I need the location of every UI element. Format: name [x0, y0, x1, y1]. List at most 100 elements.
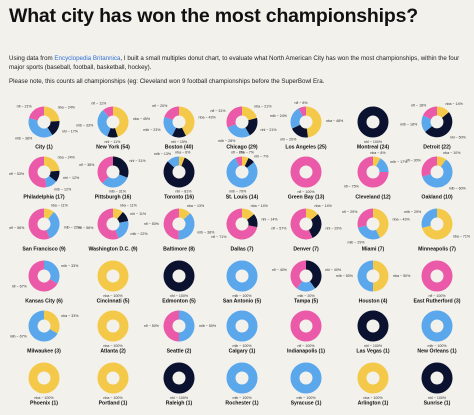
city-label: Cleveland (12) [355, 195, 390, 201]
donut-segment-nfl [421, 260, 453, 292]
donut-st-louis-14: nba ~ 7%nhl ~ 7% mlb ~ 79% nfl ~ 7% St. Lou… [226, 151, 269, 201]
intro-note: Please note, this counts all championshi… [9, 78, 325, 86]
donut-segment-mlb [296, 281, 316, 292]
donut-segment-nhl [247, 214, 258, 228]
segment-label-mlb: mlb ~ 38% [15, 136, 33, 140]
city-label: Arlington (1) [358, 401, 389, 407]
donut-segment-nfl [163, 310, 179, 342]
donut-phoenix-1: nba ~ 100%Phoenix (1) [28, 362, 60, 407]
donut-segment-nfl [298, 106, 306, 117]
city-label: Philadelphia (17) [23, 195, 64, 201]
donut-segment-nfl [226, 208, 258, 240]
segment-label-nfl: nfl ~ 56% [9, 226, 25, 230]
segment-label-nfl: nfl ~ 50% [144, 222, 160, 226]
donut-montreal-24: nhl ~ 100%Montreal (24) [357, 106, 389, 151]
donut-segment-nfl [103, 106, 113, 117]
donut-segment-nhl [163, 157, 195, 188]
donut-segment-nba [373, 260, 389, 292]
segment-label-nfl: nfl ~ 75% [344, 184, 360, 188]
city-label: Pittsburgh (16) [95, 195, 132, 201]
city-label: Portland (1) [99, 401, 128, 407]
segment-label-mlb: mlb ~ 29% [347, 240, 365, 244]
city-label: Denver (7) [293, 247, 319, 253]
donut-segment-nba [242, 156, 249, 167]
segment-label-nfl: nfl ~ 100% [297, 190, 315, 194]
donut-arlington-1: nba ~ 100%Arlington (1) [357, 362, 389, 407]
donut-dallas-7: nba ~ 14% nhl ~ 14% nfl ~ 71% Dallas (7) [211, 204, 278, 252]
donut-segment-nhl [357, 310, 389, 342]
donut-segment-mlb [45, 176, 57, 188]
donut-chicago-29: nba ~ 21% nhl ~ 21% mlb ~ 28% nfl ~ 31% Chic… [210, 104, 277, 150]
segment-label-mlb: mlb ~ 79% [229, 190, 247, 194]
donut-kansas-city-6: mlb ~ 33% nfl ~ 67% Kansas City (6) [12, 260, 79, 305]
donut-sunrise-1: nhl ~ 100%Sunrise (1) [421, 362, 453, 407]
donut-calgary-1: mlb ~ 100%Calgary (1) [226, 310, 258, 355]
donut-segment-mlb [44, 260, 60, 284]
segment-label-mlb: mlb ~ 24% [270, 114, 288, 118]
donut-new-orleans-1: mlb ~ 100%New Orleans (1) [417, 310, 457, 355]
donut-segment-nfl [357, 208, 373, 228]
donut-washington-d-c-9: nba ~ 11% nhl ~ 11% mlb ~ 22% nfl ~ 56% Wash… [78, 203, 148, 252]
britannica-link[interactable]: Encyclopedia Britannica [54, 55, 121, 62]
segment-label-mlb: mlb ~ 100% [427, 344, 447, 348]
segment-label-nba: nba ~ 21% [254, 104, 272, 108]
donut-segment-nba [179, 208, 191, 220]
segment-label-nhl: nhl ~ 15% [171, 140, 188, 144]
city-label: Rochester (1) [225, 401, 258, 407]
segment-label-nba: nba ~ 24% [58, 106, 76, 110]
segment-label-nba: nba ~ 50% [393, 274, 411, 278]
donut-segment-mlb [28, 310, 58, 342]
donut-segment-mlb [102, 174, 128, 188]
donut-oakland-10: nba ~ 10% mlb ~ 60% nfl ~ 30% Oakland (10) [406, 151, 467, 200]
donut-segment-nfl [28, 156, 47, 188]
donut-segment-mlb [421, 115, 432, 132]
donut-indianapolis-1: nfl ~ 100%Indianapolis (1) [287, 310, 325, 355]
segment-label-mlb: mlb ~ 18% [400, 123, 418, 127]
donut-segment-nfl [290, 310, 322, 342]
segment-label-mlb: mlb ~ 17% [390, 160, 408, 164]
segment-label-nfl: nfl ~ 71% [211, 235, 227, 239]
city-label: New York (54) [96, 145, 130, 151]
donut-baltimore-8: nba ~ 13% mlb ~ 38% nfl ~ 50% Baltimore (8) [144, 204, 215, 253]
segment-label-mlb: mlb ~ 50% [336, 274, 354, 278]
segment-label-nba: nba ~ 100% [103, 344, 123, 348]
donut-edmonton-5: nhl ~ 100%Edmonton (5) [162, 260, 196, 305]
city-label: Chicago (29) [226, 145, 257, 151]
donut-segment-nhl [244, 157, 254, 168]
donut-segment-nba [242, 208, 255, 220]
segment-label-mlb: mlb ~ 60% [449, 186, 467, 190]
donut-seattle-2: mlb ~ 50% nfl ~ 50% Seattle (2) [144, 310, 217, 355]
segment-label-mlb: mlb ~ 22% [131, 232, 149, 236]
donut-portland-1: nba ~ 100%Portland (1) [97, 362, 129, 407]
city-label: Calgary (1) [229, 349, 256, 355]
segment-label-nba: nba ~ 14% [251, 204, 269, 208]
segment-label-nba: nba ~ 8% [370, 151, 386, 155]
segment-label-nba: nba ~ 100% [34, 396, 54, 400]
segment-label-mlb: mlb ~ 100% [232, 294, 252, 298]
donut-segment-nba [28, 362, 60, 394]
city-label: Washington D.C. (9) [88, 247, 137, 253]
segment-label-mlb: mlb ~ 33% [64, 225, 82, 229]
donut-segment-nhl [47, 121, 60, 136]
segment-label-nba: nba ~ 14% [446, 102, 464, 106]
donut-los-angeles-25: nba ~ 48% nhl ~ 20% mlb ~ 24% nfl ~ 8% Los A… [270, 101, 344, 151]
segment-label-nba: nba ~ 11% [51, 203, 69, 207]
donut-segment-nfl [422, 106, 437, 120]
segment-label-nhl: nhl ~ 100% [170, 396, 189, 400]
donut-segment-nhl [117, 212, 129, 223]
segment-label-nfl: nfl ~ 50% [144, 324, 160, 328]
segment-label-nhl: nhl ~ 14% [261, 217, 278, 221]
donut-syracuse-1: mlb ~ 100%Syracuse (1) [290, 362, 322, 407]
donut-segment-nhl [245, 117, 258, 136]
segment-label-nfl: nfl ~ 30% [406, 158, 422, 162]
donut-rochester-1: mlb ~ 100%Rochester (1) [225, 362, 259, 407]
donut-segment-mlb [227, 124, 250, 138]
donut-segment-nhl [113, 156, 129, 178]
donut-houston-4: nba ~ 50% mlb ~ 50% Houston (4) [336, 260, 411, 305]
segment-label-nfl: nfl ~ 40% [272, 268, 288, 272]
donut-city-1: nba ~ 24% nhl ~ 17% mlb ~ 38% nfl ~ 21% City… [15, 104, 79, 150]
segment-label-nhl: nhl ~ 11% [130, 212, 147, 216]
donut-las-vegas-1: nhl ~ 100%Las Vegas (1) [356, 310, 390, 355]
donut-segment-nfl [97, 208, 119, 240]
